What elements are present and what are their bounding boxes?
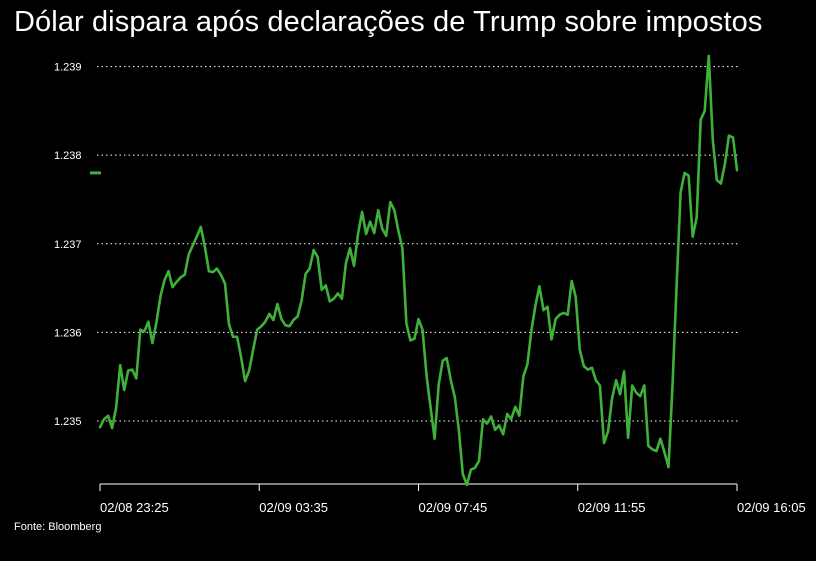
chart-title: Dólar dispara após declarações de Trump … bbox=[14, 6, 763, 38]
y-tick-label: 1.238 bbox=[54, 150, 82, 162]
price-line bbox=[98, 54, 739, 487]
x-tick-label: 02/09 11:55 bbox=[578, 500, 646, 515]
x-tick-label: 02/09 16:05 bbox=[737, 500, 806, 515]
x-tick-label: 02/09 07:45 bbox=[419, 500, 488, 515]
y-tick-label: 1.235 bbox=[54, 416, 82, 428]
y-tick-label: 1.239 bbox=[54, 62, 82, 74]
x-axis: 02/08 23:25 02/09 03:35 02/09 07:45 02/09 1… bbox=[99, 483, 806, 515]
series-line bbox=[98, 54, 739, 487]
y-axis-labels: 1.235 1.236 1.237 1.238 1.239 bbox=[54, 62, 82, 428]
x-tick-label: 02/09 03:35 bbox=[259, 500, 328, 515]
y-tick-label: 1.236 bbox=[54, 327, 82, 339]
y-tick-label: 1.237 bbox=[54, 239, 82, 251]
x-tick-label: 02/08 23:25 bbox=[100, 500, 169, 515]
source-note: Fonte: Bloomberg bbox=[14, 521, 102, 533]
